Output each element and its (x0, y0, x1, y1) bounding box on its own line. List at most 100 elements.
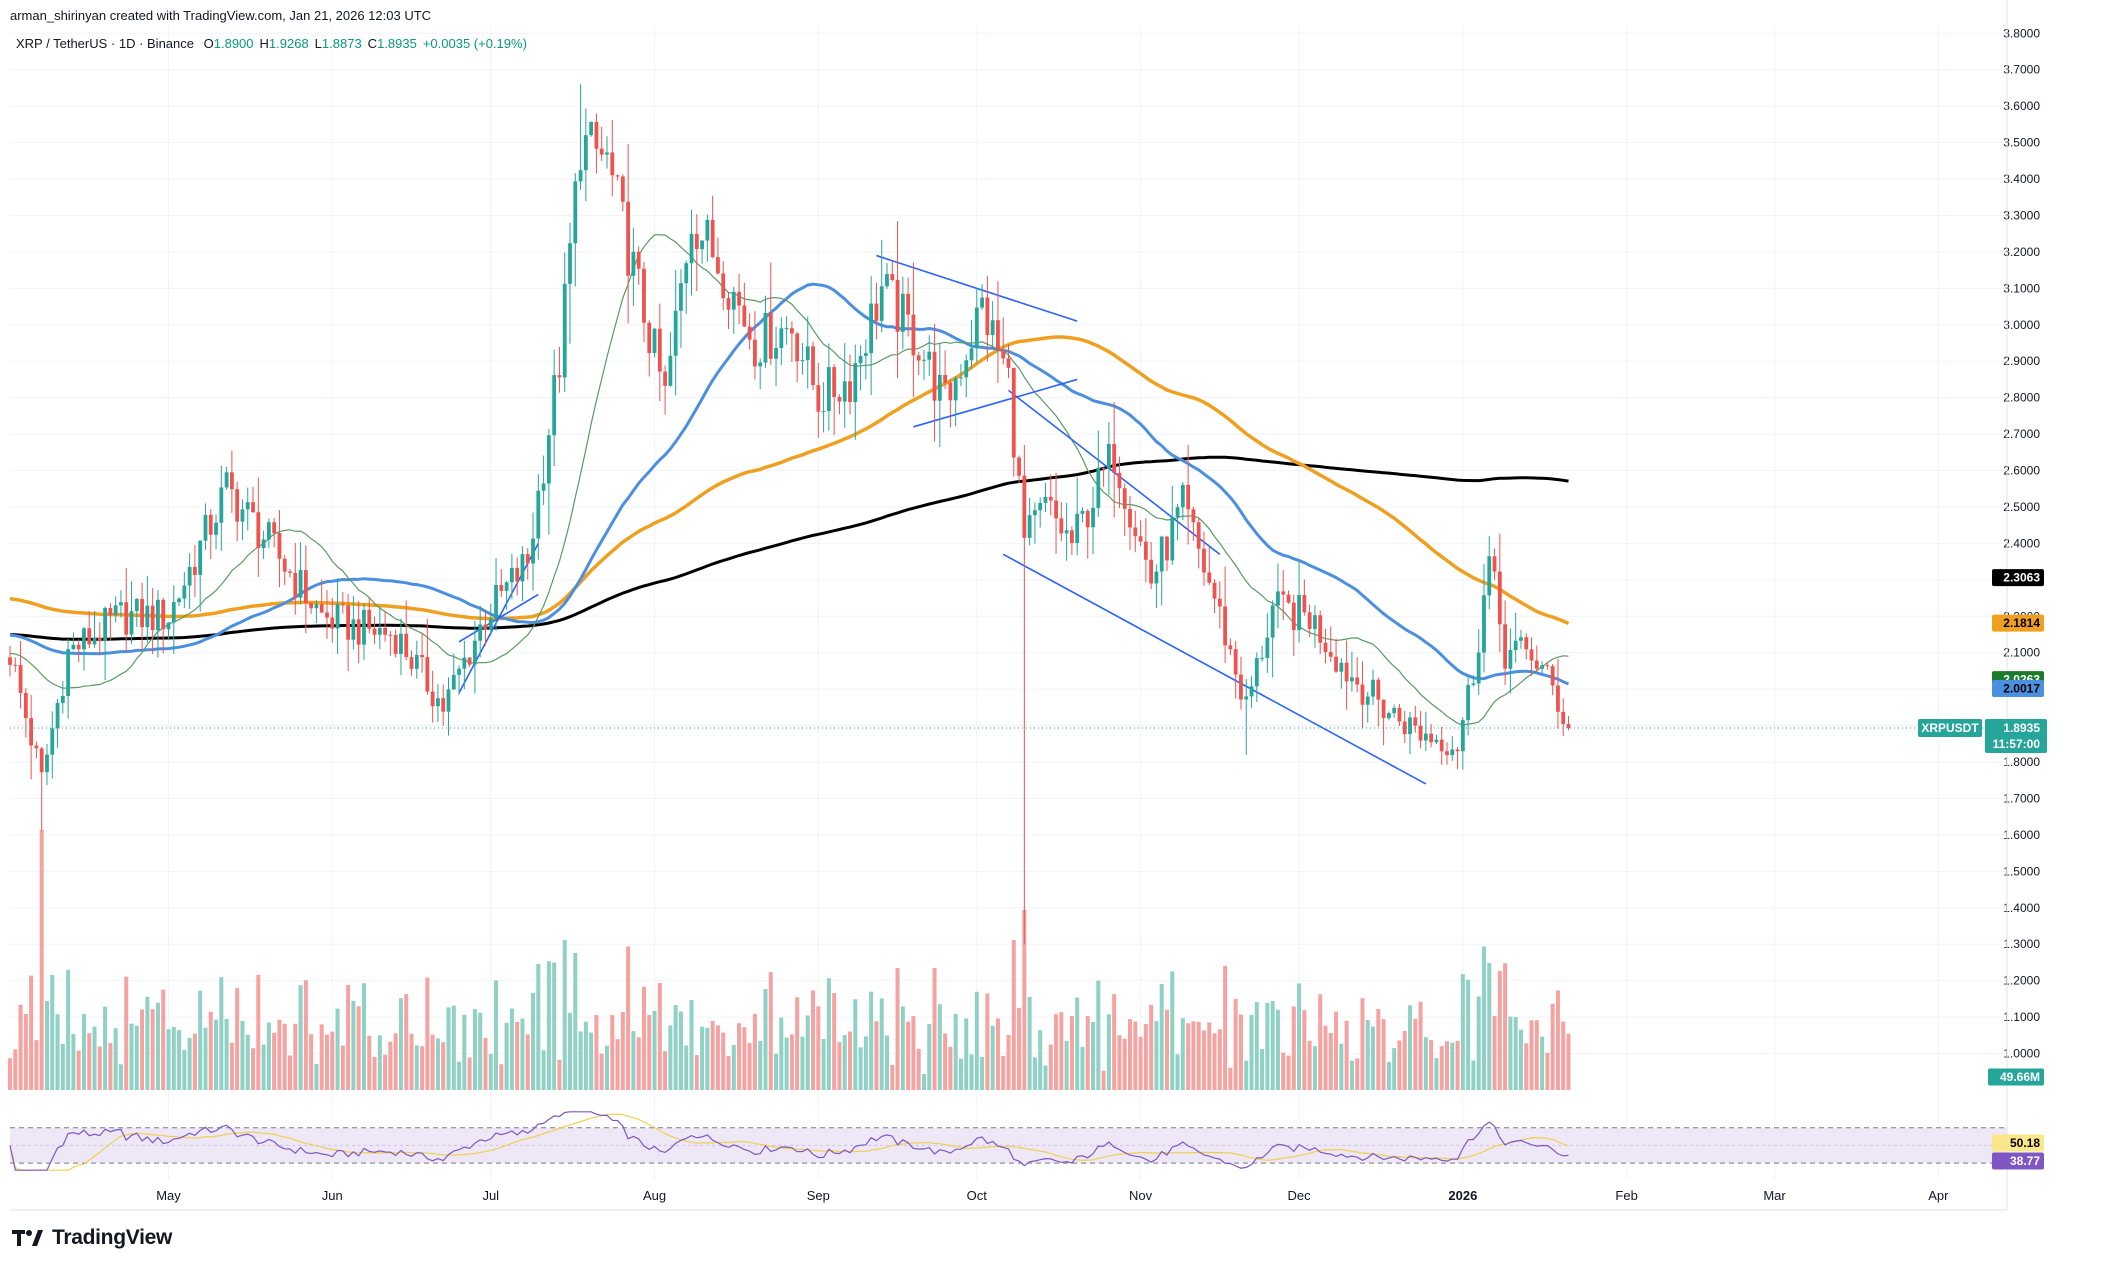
candle-body (1128, 508, 1132, 528)
candle-body (372, 628, 377, 635)
volume-bar (1429, 1040, 1434, 1090)
time-axis[interactable]: May Jun Jul Aug Sep Oct Nov Dec 2026 Feb Mar Apr (10, 1188, 2007, 1211)
candle-body (1286, 594, 1291, 603)
volume-bar (1260, 1049, 1265, 1090)
volume-bar (340, 1045, 345, 1090)
candle-body (821, 411, 826, 413)
volume-bar (1397, 1040, 1402, 1090)
candle-body (1545, 665, 1550, 667)
volume-bar (124, 976, 129, 1090)
candle-body (937, 375, 942, 401)
candle-body (652, 328, 657, 353)
candle-body (795, 333, 800, 362)
volume-bar (1503, 963, 1508, 1090)
volume-bar (1529, 1020, 1534, 1090)
candle-body (1180, 484, 1185, 508)
price-tick-label: 2.7000 (2003, 427, 2040, 441)
price-badge: 2.0017 (2003, 682, 2040, 696)
candle-body (1069, 530, 1074, 543)
candle-body (229, 472, 234, 490)
candle-body (34, 745, 39, 749)
volume-bar (224, 1018, 229, 1090)
volume-bar (293, 1023, 298, 1090)
volume-bar (1402, 1030, 1407, 1090)
symbol-title[interactable]: XRP / TetherUS · 1D · Binance (16, 36, 194, 51)
candle-body (1349, 677, 1354, 682)
candle-body (800, 360, 805, 362)
tradingview-logo[interactable]: TradingView (12, 1226, 172, 1250)
candle-body (816, 385, 821, 412)
volume-bar (620, 1012, 625, 1090)
candle-body (895, 279, 900, 332)
volume-bar (552, 962, 557, 1090)
volume-bar (631, 1031, 636, 1090)
candle-body (515, 567, 520, 582)
ohlc-value: 1.8900 (213, 36, 254, 51)
ohlc-label: O (203, 36, 214, 51)
volume-bar (990, 1025, 995, 1090)
volume-bar (1006, 1034, 1011, 1090)
candle-body (473, 640, 477, 665)
volume-bar (1408, 1005, 1413, 1090)
candle-body (377, 627, 382, 635)
volume-bar (92, 1026, 97, 1090)
volume-bar (1444, 1041, 1450, 1090)
volume-bar (747, 1042, 752, 1090)
volume-bar (1244, 1060, 1249, 1090)
candle-body (1096, 467, 1101, 508)
volume-bar (1212, 1033, 1217, 1090)
volume-bar (805, 1015, 810, 1090)
volume-bar (985, 993, 990, 1090)
volume-bar (1064, 1040, 1069, 1090)
volume-bar (1149, 1004, 1154, 1090)
candle-body (457, 668, 461, 675)
volume-bar (1069, 1016, 1074, 1090)
trendline (1002, 553, 1427, 785)
candle-body (1207, 572, 1212, 583)
price-axis[interactable]: 3.8000 3.7000 3.6000 3.5000 3.4000 3.3000 3.20… (2003, 0, 2119, 1269)
candle-body (948, 382, 953, 401)
candle-body (990, 320, 995, 336)
volume-bar (1291, 1006, 1296, 1090)
candle-body (23, 692, 28, 719)
candle-body (594, 121, 599, 149)
volume-bar (335, 1008, 340, 1090)
volume-bar (715, 1025, 720, 1090)
volume-bar (911, 1016, 916, 1090)
volume-bar (1566, 1033, 1571, 1090)
volume-bar (76, 1050, 81, 1090)
volume-bar (1091, 1022, 1096, 1090)
volume-bar (626, 946, 631, 1090)
candle-body (552, 375, 557, 436)
volume-bar (1439, 1046, 1444, 1090)
volume-bar (261, 1044, 266, 1090)
volume-bar (848, 1031, 853, 1090)
price-tick-label: 1.5000 (2003, 864, 2040, 878)
volume-bar (303, 980, 308, 1090)
candle-body (663, 371, 668, 386)
volume-bar (1339, 1043, 1344, 1090)
candle-body (451, 674, 456, 690)
candle-body (774, 348, 778, 359)
candle-body (1101, 467, 1106, 469)
candle-body (1217, 598, 1222, 607)
volume-bar (869, 991, 874, 1090)
last-price-countdown: 11:57:00 (1993, 737, 2041, 751)
trendlines (458, 254, 1427, 785)
volume-bar (235, 988, 240, 1090)
time-tick-label: Apr (1928, 1188, 1949, 1203)
volume-bar (488, 1053, 493, 1090)
candle-body (1022, 475, 1027, 538)
volume-bar (451, 1005, 456, 1090)
volume-bar (467, 1057, 472, 1090)
price-badge-bg (1992, 569, 2044, 587)
candle-body (193, 566, 197, 575)
price-tick-label: 3.1000 (2003, 281, 2040, 295)
volume-bar (1312, 1046, 1317, 1090)
candle-body (1085, 510, 1090, 528)
candle-body (420, 654, 424, 658)
candle-body (1371, 679, 1375, 697)
volume-badge: 49.66M (2000, 1070, 2040, 1084)
candle-body (1212, 582, 1217, 599)
candle-body (1313, 615, 1317, 629)
